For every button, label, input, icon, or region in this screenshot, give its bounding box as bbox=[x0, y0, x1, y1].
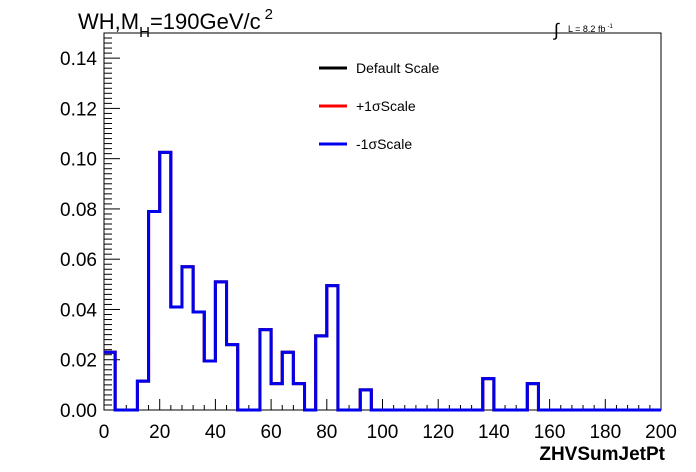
y-tick-label: 0.10 bbox=[60, 150, 97, 171]
x-tick-label: 40 bbox=[205, 422, 226, 443]
x-tick-label: 140 bbox=[478, 422, 510, 443]
x-tick-label: 100 bbox=[367, 422, 399, 443]
y-tick-labels: 0.00 0.02 0.04 0.06 0.08 0.10 0.12 0.14 bbox=[60, 49, 97, 422]
x-axis-label: ZHVSumJetPt bbox=[539, 444, 665, 465]
series-line-2 bbox=[104, 150, 661, 412]
x-tick-label: 20 bbox=[149, 422, 170, 443]
y-tick-label: 0.00 bbox=[60, 401, 97, 422]
y-tick-label: 0.04 bbox=[60, 300, 97, 321]
legend: Default Scale +1σScale -1σScale bbox=[319, 60, 439, 152]
x-tick-label: 180 bbox=[589, 422, 621, 443]
x-tick-label: 0 bbox=[99, 422, 110, 443]
x-tick-label: 80 bbox=[316, 422, 337, 443]
series-layer bbox=[104, 150, 661, 412]
luminosity-label: L = 8.2 fb -1 bbox=[568, 24, 613, 34]
legend-label: -1σScale bbox=[356, 136, 412, 152]
y-tick-label: 0.12 bbox=[60, 99, 97, 120]
y-tick-label: 0.14 bbox=[60, 49, 97, 70]
x-tick-label: 200 bbox=[645, 422, 677, 443]
chart-title: WH,MH=190GeV/c 2 bbox=[78, 6, 273, 41]
y-tick-label: 0.02 bbox=[60, 351, 97, 372]
x-tick-label: 160 bbox=[534, 422, 566, 443]
legend-label: +1σScale bbox=[356, 98, 416, 114]
x-tick-labels: 0 20 40 60 80 100 120 140 160 180 200 bbox=[99, 422, 677, 443]
legend-label: Default Scale bbox=[356, 60, 439, 76]
x-tick-label: 120 bbox=[422, 422, 454, 443]
x-tick-label: 60 bbox=[261, 422, 282, 443]
integral-symbol: ∫ bbox=[552, 20, 560, 40]
y-tick-label: 0.08 bbox=[60, 200, 97, 221]
y-tick-label: 0.06 bbox=[60, 250, 97, 271]
